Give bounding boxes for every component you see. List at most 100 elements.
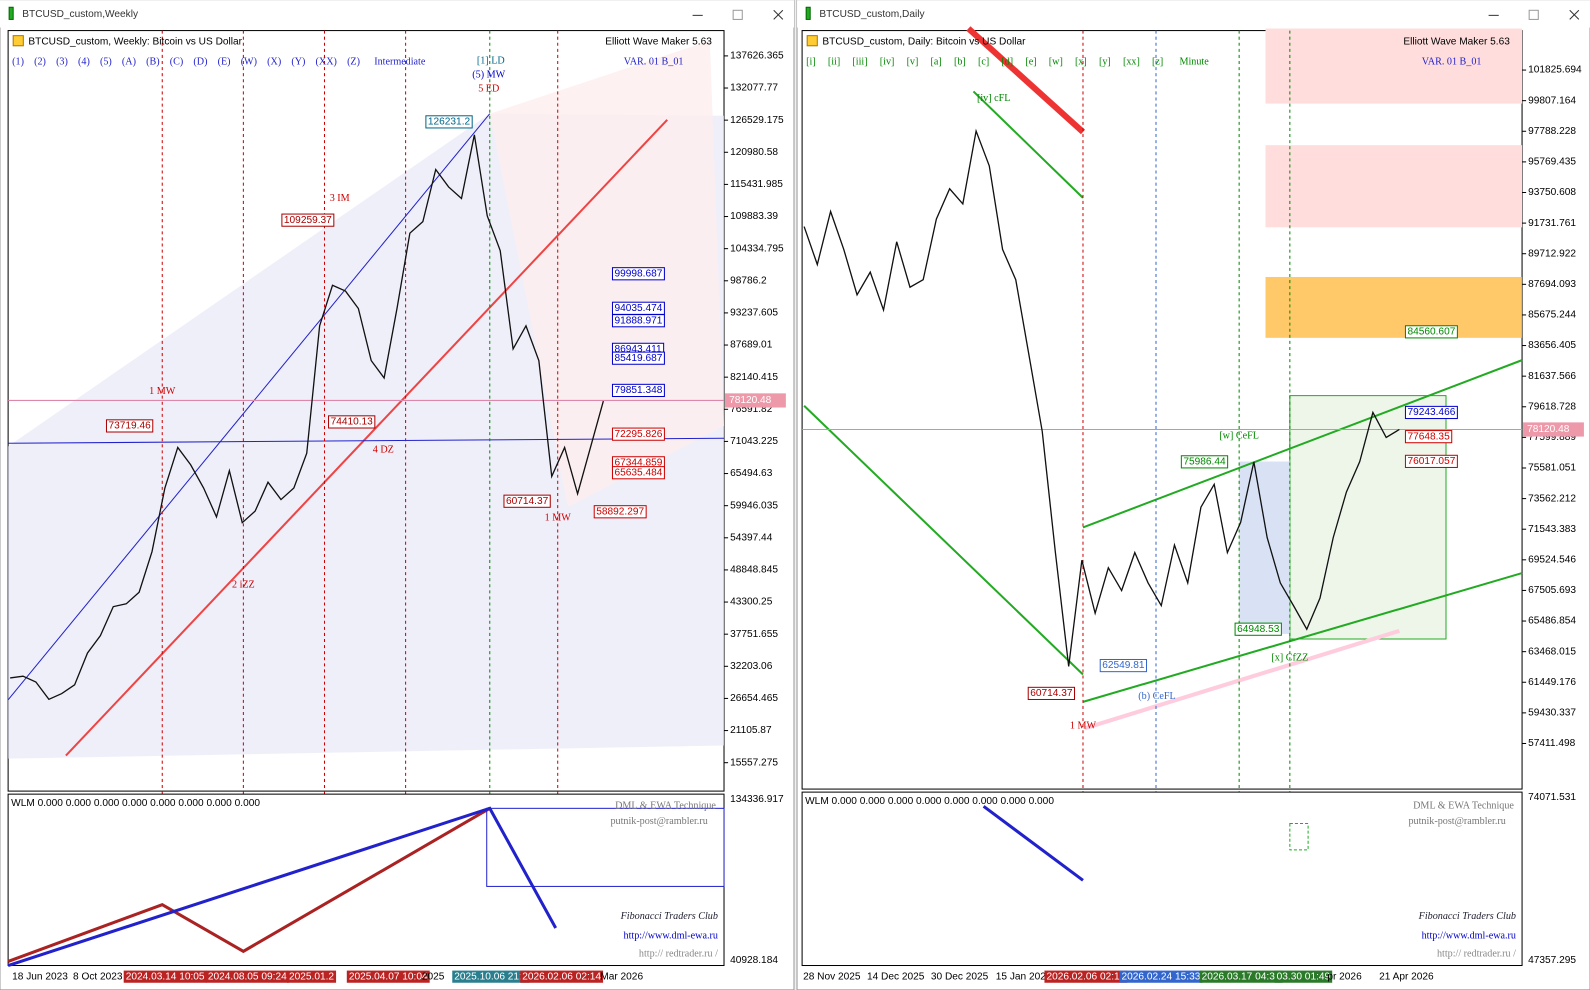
wave-button[interactable]: (A): [122, 56, 136, 67]
wave-button[interactable]: (W): [241, 56, 257, 67]
price-tick-label: 71543.383: [1528, 524, 1576, 535]
indicator-label: WLM 0.000 0.000 0.000 0.000 0.000 0.000 …: [11, 798, 260, 809]
price-box: [1180, 455, 1229, 469]
date-highlight: [520, 970, 604, 983]
wave-button[interactable]: (C): [170, 56, 184, 67]
price-box-label: 65635.484: [615, 467, 663, 478]
price-box: [1404, 430, 1453, 444]
price-tick-label: 65494.63: [730, 468, 773, 479]
wave-button[interactable]: [a]: [931, 56, 942, 67]
date-label: 2026.02.24 15:33: [1122, 971, 1201, 982]
indicator-tick: 47357.295: [1528, 955, 1576, 966]
wave-button[interactable]: (B): [146, 56, 159, 67]
wave-button[interactable]: (Z): [347, 56, 360, 67]
footer-site-2[interactable]: http:// redtrader.ru /: [1437, 949, 1516, 960]
price-tick-label: 93750.608: [1528, 187, 1576, 198]
date-label: 21 Apr 2026: [1379, 971, 1434, 982]
wave-button[interactable]: (Y): [291, 56, 305, 67]
maximize-button[interactable]: [732, 9, 743, 20]
date-highlight: [1274, 970, 1333, 983]
price-box: [1404, 454, 1458, 468]
degree-button[interactable]: Intermediate: [374, 56, 426, 67]
price-box: [1234, 622, 1282, 636]
wave-label: 2 iZZ: [232, 580, 255, 591]
price-tick-label: 91731.761: [1528, 218, 1576, 229]
wave-button[interactable]: [xx]: [1123, 56, 1140, 67]
footer-site[interactable]: http://www.dml-ewa.ru: [1422, 930, 1516, 941]
price-box: [611, 351, 665, 365]
date-label: pr 2026: [1327, 971, 1362, 982]
price-tick-label: 15557.275: [730, 757, 778, 768]
wave-button[interactable]: [c]: [978, 56, 989, 67]
price-box-label: 109259.37: [284, 215, 332, 226]
footer-email: putnik-post@rambler.ru: [1408, 816, 1505, 827]
wave-button[interactable]: [z]: [1152, 56, 1163, 67]
price-box: [611, 314, 665, 328]
price-tick-label: 69524.546: [1528, 554, 1576, 565]
wave-label: 4 DZ: [373, 445, 394, 456]
window-title: BTCUSD_custom,Weekly: [22, 9, 139, 20]
trend-line: [1082, 572, 1523, 703]
wave-button[interactable]: (5): [100, 56, 112, 67]
trend-line: [803, 405, 1084, 676]
zone: [1239, 461, 1290, 634]
wave-button[interactable]: (XX): [316, 56, 337, 67]
wave-label: (5) MW: [472, 70, 505, 81]
wave-button[interactable]: (4): [78, 56, 90, 67]
wave-button[interactable]: [iii]: [852, 56, 867, 67]
degree-button[interactable]: Minute: [1179, 56, 1209, 67]
wave-button[interactable]: [i]: [806, 56, 816, 67]
maximize-button[interactable]: [1528, 9, 1539, 20]
wave-button[interactable]: [iv]: [880, 56, 895, 67]
chart-header: BTCUSD_custom, Daily: Bitcoin vs US Doll…: [822, 36, 1026, 47]
wave-label: 3 IM: [330, 193, 350, 204]
price-tick-label: 82140.415: [730, 372, 778, 383]
price-tick-label: 59430.337: [1528, 708, 1576, 719]
wave-button[interactable]: [w]: [1049, 56, 1063, 67]
indicator-box: [486, 807, 725, 887]
footer-club: Fibonacci Traders Club: [1418, 911, 1516, 922]
wave-button[interactable]: [d]: [1001, 56, 1013, 67]
price-tick-label: 87689.01: [730, 340, 773, 351]
wave-button[interactable]: [e]: [1025, 56, 1036, 67]
footer-site-2[interactable]: http:// redtrader.ru /: [639, 949, 718, 960]
price-tick-label: 79618.728: [1528, 401, 1576, 412]
wave-button[interactable]: [y]: [1099, 56, 1111, 67]
price-tick-label: 77599.889: [1528, 432, 1576, 443]
price-box-label: 62549.81: [1102, 660, 1145, 671]
wave-button[interactable]: [v]: [907, 56, 919, 67]
price-tick-label: 89712.922: [1528, 248, 1576, 259]
date-label: 30 Dec 2025: [931, 971, 989, 982]
zone: [1265, 145, 1523, 228]
close-button[interactable]: [773, 9, 784, 20]
current-price-label: 78120.48: [1527, 424, 1570, 435]
indicator-tick: 74071.531: [1528, 792, 1576, 803]
footer-site[interactable]: http://www.dml-ewa.ru: [624, 930, 718, 941]
price-tick-label: 98786.2: [730, 275, 767, 286]
price-tick-label: 97788.228: [1528, 126, 1576, 137]
wave-button[interactable]: (X): [267, 56, 281, 67]
wave-button[interactable]: [b]: [954, 56, 966, 67]
wave-button[interactable]: (D): [193, 56, 207, 67]
wave-button[interactable]: (3): [56, 56, 68, 67]
indicator-line: [982, 805, 1084, 882]
footer-club: Fibonacci Traders Club: [620, 911, 718, 922]
wave-button[interactable]: [ii]: [828, 56, 840, 67]
date-label: 2026.03.17 04:35: [1202, 971, 1281, 982]
price-tick-label: 63468.015: [1528, 646, 1576, 657]
trend-line: [966, 26, 1086, 135]
fib-fan: [489, 40, 725, 508]
price-tick-label: 37751.655: [730, 629, 778, 640]
wave-button[interactable]: (2): [34, 56, 46, 67]
date-label: 14 Dec 2025: [867, 971, 925, 982]
wave-button[interactable]: (E): [218, 56, 231, 67]
price-tick-label: 87694.093: [1528, 279, 1576, 290]
window-icon: [8, 6, 14, 20]
wave-button[interactable]: (1): [12, 56, 24, 67]
date-highlight: [205, 970, 289, 983]
close-button[interactable]: [1569, 9, 1580, 20]
wave-button[interactable]: [x]: [1075, 56, 1087, 67]
price-box: [105, 419, 154, 433]
chart-window: BTCUSD_custom,Daily 101825.694 99807.164 97…: [796, 0, 1590, 990]
